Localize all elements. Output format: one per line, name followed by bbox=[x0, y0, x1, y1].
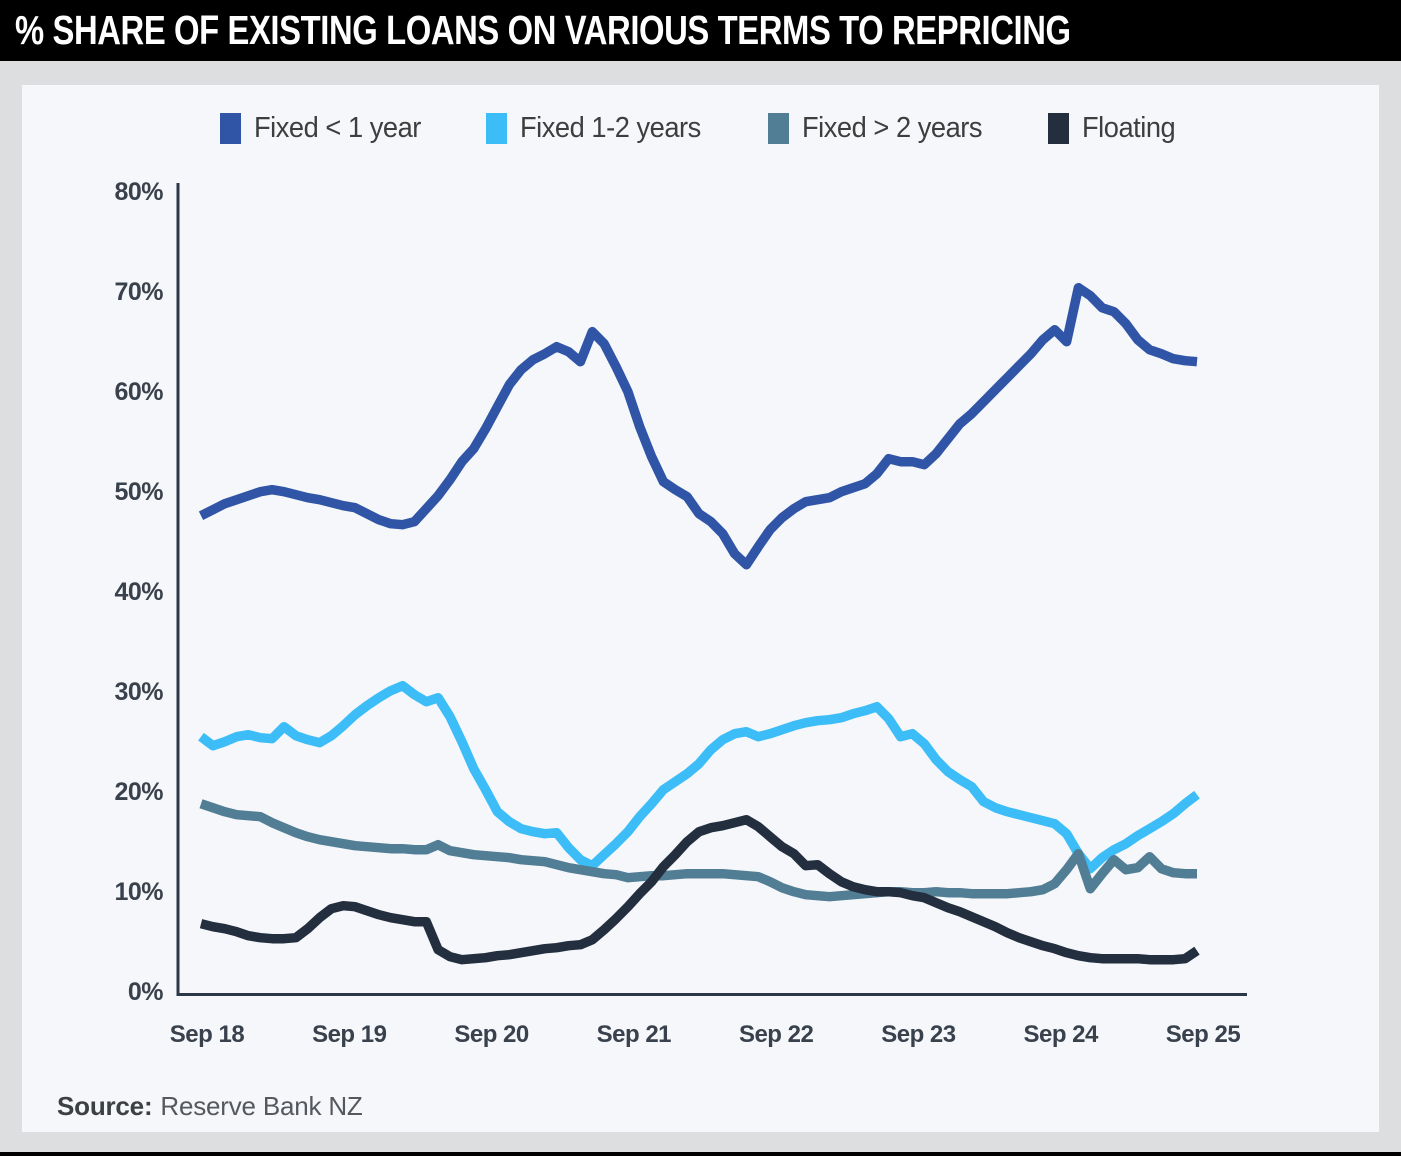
legend-label: Floating bbox=[1082, 112, 1176, 144]
legend-swatch-fixed-lt-1-year bbox=[219, 113, 241, 144]
x-axis-tick-sep-20: Sep 20 bbox=[454, 1021, 529, 1048]
y-axis-tick-10: 10% bbox=[114, 877, 163, 906]
y-axis-tick-20: 20% bbox=[114, 777, 163, 806]
source-line: Source: Reserve Bank NZ bbox=[57, 1091, 363, 1122]
bottom-divider-bar bbox=[0, 1152, 1401, 1156]
legend-label: Fixed > 2 years bbox=[801, 112, 983, 144]
x-axis-tick-sep-18: Sep 18 bbox=[169, 1021, 245, 1048]
legend-item-fixed-1-2-years: Fixed 1-2 years bbox=[486, 112, 712, 145]
page-title: % SHARE OF EXISTING LOANS ON VARIOUS TER… bbox=[15, 7, 1071, 53]
x-axis-tick-sep-22: Sep 22 bbox=[738, 1021, 814, 1048]
legend-item-fixed-lt-1-year: Fixed < 1 year bbox=[219, 112, 432, 145]
y-axis-tick-0: 0% bbox=[127, 977, 164, 1006]
x-axis-tick-sep-25: Sep 25 bbox=[1165, 1021, 1241, 1048]
y-axis-tick-40: 40% bbox=[114, 577, 163, 606]
legend-swatch-floating bbox=[1048, 113, 1070, 144]
legend-label: Fixed 1-2 years bbox=[520, 112, 702, 144]
source-label: Source: bbox=[57, 1091, 153, 1121]
legend-swatch-fixed-1-2-years bbox=[486, 113, 508, 144]
chart-legend: Fixed < 1 year Fixed 1-2 years Fixed > 2… bbox=[22, 112, 1379, 145]
legend-swatch-fixed-gt-2-years bbox=[767, 113, 789, 144]
y-axis-tick-70: 70% bbox=[114, 277, 163, 306]
x-axis-tick-sep-24: Sep 24 bbox=[1023, 1021, 1099, 1048]
y-axis-tick-60: 60% bbox=[114, 377, 163, 406]
legend-item-fixed-gt-2-years: Fixed > 2 years bbox=[767, 112, 994, 145]
x-axis-tick-sep-23: Sep 23 bbox=[881, 1021, 956, 1048]
y-axis-tick-30: 30% bbox=[114, 677, 163, 706]
y-axis-tick-80: 80% bbox=[114, 177, 163, 206]
source-value: Reserve Bank NZ bbox=[160, 1091, 363, 1121]
x-axis-tick-sep-19: Sep 19 bbox=[312, 1021, 387, 1048]
legend-item-floating: Floating bbox=[1048, 112, 1181, 145]
x-axis-tick-sep-21: Sep 21 bbox=[596, 1021, 672, 1048]
y-axis-tick-50: 50% bbox=[114, 477, 163, 506]
legend-label: Fixed < 1 year bbox=[253, 112, 421, 144]
chart-panel: Fixed < 1 year Fixed 1-2 years Fixed > 2… bbox=[22, 85, 1379, 1132]
title-bar: % SHARE OF EXISTING LOANS ON VARIOUS TER… bbox=[0, 0, 1401, 61]
